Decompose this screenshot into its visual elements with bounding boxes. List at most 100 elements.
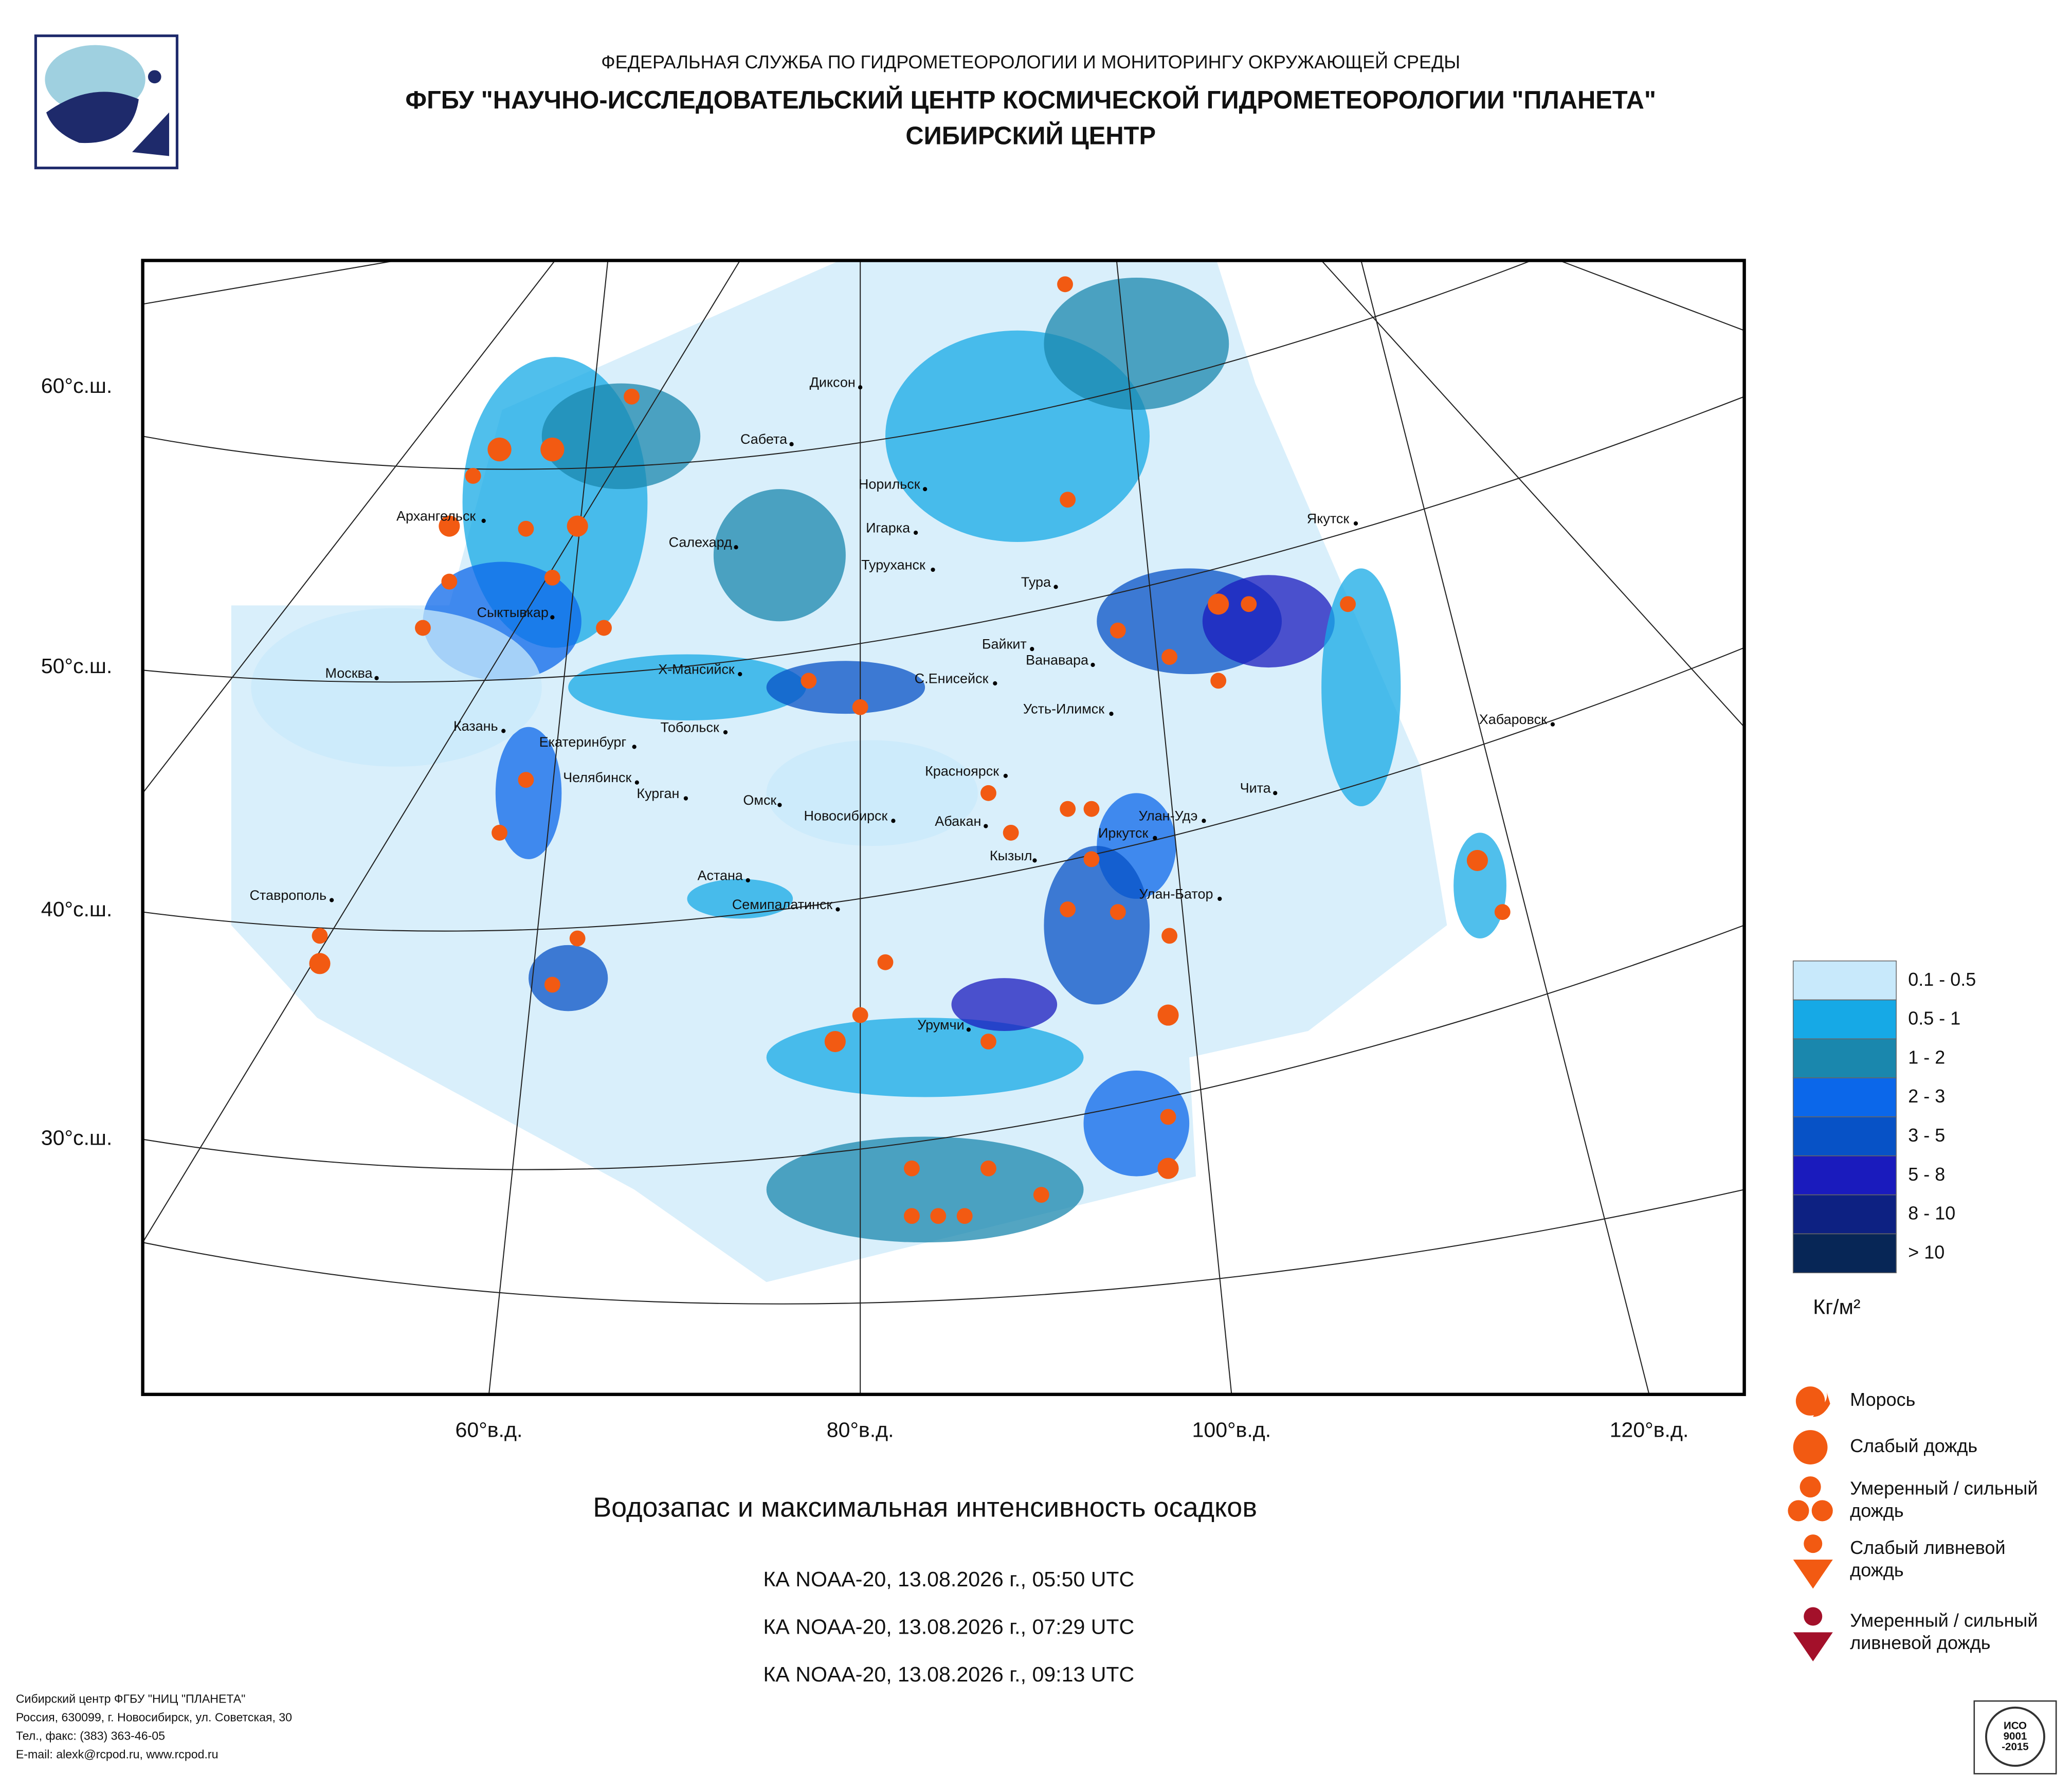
city-label: Игарка <box>866 520 910 535</box>
legend-label: 5 - 8 <box>1908 1164 1945 1185</box>
legend-symbol-label: дождь <box>1850 1560 1903 1581</box>
latitude-label: 40°с.ш. <box>41 897 113 921</box>
city-label: Диксон <box>810 375 856 390</box>
cloud <box>1044 277 1229 410</box>
legend-swatch <box>1792 1038 1897 1078</box>
cloud <box>1083 1071 1190 1177</box>
city-dot <box>931 567 935 572</box>
city-label: Архангельск <box>396 508 476 523</box>
graticule <box>142 647 1744 932</box>
legend-symbol <box>1788 1500 1809 1522</box>
city-label: Сабета <box>740 431 787 447</box>
precip-marker <box>1161 649 1178 665</box>
city-label: Усть-Илимск <box>1023 701 1104 717</box>
precip-marker <box>1161 928 1178 944</box>
graticule <box>1321 260 1744 728</box>
city-dot <box>789 442 794 446</box>
footer-line: Сибирский центр ФГБУ "НИЦ "ПЛАНЕТА" <box>16 1692 246 1706</box>
precip-marker <box>877 954 894 970</box>
longitude-label: 60°в.д. <box>456 1418 523 1442</box>
city-label: Челябинск <box>563 770 631 785</box>
city-dot <box>1273 791 1278 795</box>
city-dot <box>1030 647 1034 652</box>
precip-marker <box>518 772 534 788</box>
precip-marker <box>1157 1004 1179 1026</box>
legend-symbol <box>1811 1500 1833 1522</box>
precip-marker <box>465 468 481 484</box>
precip-marker <box>980 1034 996 1050</box>
city-dot <box>777 803 782 807</box>
precip-marker <box>852 1007 868 1023</box>
city-dot <box>1053 585 1058 589</box>
precip-marker <box>801 673 817 689</box>
precip-marker <box>624 388 640 405</box>
graticule <box>1559 260 1744 331</box>
precip-marker <box>1494 904 1511 920</box>
city-dot <box>1153 836 1157 840</box>
city-dot <box>1550 722 1555 727</box>
city-dot <box>858 385 863 390</box>
precip-marker <box>1083 851 1100 867</box>
precip-marker <box>852 699 868 715</box>
city-dot <box>632 745 637 749</box>
precip-marker <box>824 1030 846 1053</box>
precip-marker <box>1060 801 1076 817</box>
precip-marker <box>1340 596 1356 612</box>
pass-line: КА NOAA-20, 13.08.2026 г., 05:50 UTC <box>763 1567 1134 1591</box>
legend-symbol-label: Умеренный / сильный <box>1850 1609 2038 1631</box>
legend-label: 8 - 10 <box>1908 1203 1955 1224</box>
city-dot <box>1353 521 1358 526</box>
legend-label: 2 - 3 <box>1908 1086 1945 1107</box>
precip-marker <box>1241 596 1257 612</box>
cloud <box>766 1018 1084 1097</box>
city-label: Якутск <box>1307 511 1350 526</box>
city-label: Абакан <box>935 813 981 829</box>
city-dot <box>329 898 334 902</box>
legend-symbol <box>1793 1632 1833 1661</box>
city-dot <box>723 730 728 735</box>
graticule <box>142 260 1533 470</box>
legend-symbol <box>1793 1430 1828 1464</box>
cloud <box>529 945 608 1011</box>
precip-marker <box>1057 276 1073 293</box>
precip-marker <box>1033 1187 1049 1203</box>
precip-marker <box>903 1208 920 1224</box>
legend-symbol-label: Морось <box>1850 1389 1915 1410</box>
graticule <box>142 396 1744 683</box>
precip-marker <box>980 785 996 801</box>
precip-marker <box>540 437 565 462</box>
graticule <box>142 260 397 305</box>
city-dot <box>634 780 639 785</box>
city-dot <box>738 672 742 677</box>
city-label: Екатеринбург <box>539 734 627 750</box>
graticule <box>142 260 556 793</box>
footer-line: E-mail: alexk@rcpod.ru, www.rcpod.ru <box>16 1747 219 1761</box>
city-label: Омск <box>743 792 776 808</box>
city-dot <box>835 907 840 912</box>
city-dot <box>891 819 896 823</box>
precip-marker <box>487 437 512 462</box>
city-dot <box>1090 662 1095 667</box>
city-dot <box>1032 858 1037 863</box>
legend-symbol <box>1795 1386 1825 1416</box>
precip-marker <box>956 1208 973 1224</box>
graticule <box>1360 260 1650 1395</box>
precip-marker <box>1210 673 1227 689</box>
legend-label: 1 - 2 <box>1908 1046 1945 1068</box>
legend-label: 0.1 - 0.5 <box>1908 969 1976 990</box>
city-label: Кызыл <box>990 848 1032 863</box>
city-dot <box>922 487 928 492</box>
precip-marker <box>309 953 331 974</box>
precip-marker <box>518 520 534 537</box>
city-label: Чита <box>1240 781 1271 796</box>
legend-symbol <box>1813 1390 1830 1417</box>
city-dot <box>966 1027 971 1032</box>
city-label: Астана <box>698 867 743 883</box>
precip-marker <box>980 1160 996 1177</box>
city-label: Курган <box>637 786 679 801</box>
precip-marker <box>1060 492 1076 508</box>
city-dot <box>734 545 738 550</box>
precip-marker <box>492 824 507 841</box>
